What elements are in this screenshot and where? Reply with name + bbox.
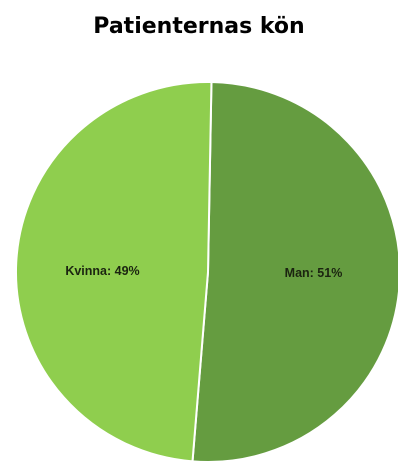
pie-slice-kvinna [14,81,213,463]
pie-slice-man [191,81,398,463]
slice-label-kvinna: Kvinna: 49% [65,264,139,278]
pie-slices [14,81,398,463]
chart-title: Patienternas kön [93,14,305,39]
slice-label-man: Man: 51% [285,266,343,280]
pie-labels: Man: 51% Kvinna: 49% [65,264,342,280]
